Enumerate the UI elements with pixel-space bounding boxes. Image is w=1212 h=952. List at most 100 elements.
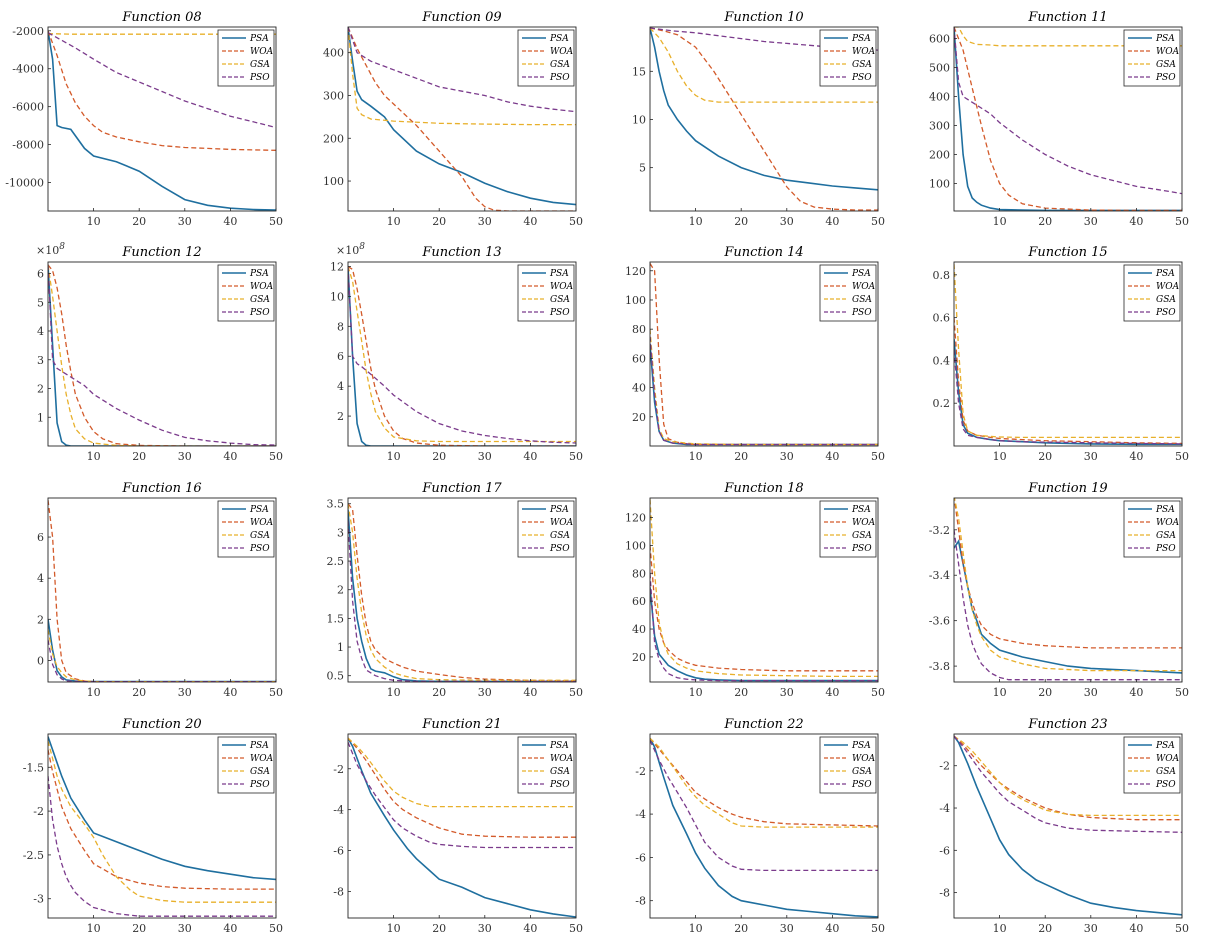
legend-label-psa: PSA xyxy=(549,269,569,279)
legend: PSA WOA GSA PSO xyxy=(1123,500,1181,558)
y-tick-label: 5 xyxy=(37,296,44,309)
x-tick-label: 20 xyxy=(132,215,146,228)
series-line-psa xyxy=(348,266,576,446)
legend-label-psa: PSA xyxy=(1155,269,1175,279)
series-line-woa xyxy=(48,749,276,890)
y-tick-label: -6 xyxy=(939,844,950,857)
legend-label-woa: WOA xyxy=(852,282,876,292)
legend-label-psa: PSA xyxy=(249,269,269,279)
chart-panel: Function 11 10 20 30 40 50 100 200 300 400 500 600 P… xyxy=(929,10,1189,228)
legend: PSA WOA GSA PSO xyxy=(819,736,877,794)
legend-label-psa: PSA xyxy=(549,741,569,751)
x-tick-label: 20 xyxy=(432,922,446,935)
x-tick-label: 20 xyxy=(734,450,748,463)
x-tick-label: 40 xyxy=(825,215,839,228)
y-tick-label: 4 xyxy=(337,380,344,393)
series-line-pso xyxy=(48,639,276,682)
x-tick-label: 10 xyxy=(87,450,101,463)
series-line-gsa xyxy=(954,27,1182,47)
y-tick-label: -2 xyxy=(333,763,344,776)
x-tick-label: 40 xyxy=(523,686,537,699)
x-tick-label: 30 xyxy=(780,215,794,228)
series-line-pso xyxy=(650,573,878,682)
y-tick-label: 40 xyxy=(632,623,646,636)
legend-label-gsa: GSA xyxy=(550,295,570,305)
x-tick-label: 50 xyxy=(871,686,885,699)
series-line-pso xyxy=(348,266,576,444)
x-tick-label: 10 xyxy=(689,922,703,935)
chart-panel: Function 14 10 20 30 40 50 20 40 60 80 100 120 PSA WO… xyxy=(625,245,885,463)
legend-label-pso: PSO xyxy=(851,780,872,790)
y-tick-label: 60 xyxy=(632,352,646,365)
legend-label-woa: WOA xyxy=(550,47,574,57)
legend: PSA WOA GSA PSO xyxy=(819,264,877,322)
y-tick-label: 80 xyxy=(632,323,646,336)
y-tick-label: 0.6 xyxy=(933,312,951,325)
x-tick-label: 20 xyxy=(132,686,146,699)
x-tick-label: 30 xyxy=(178,922,192,935)
y-tick-label: -4000 xyxy=(12,63,44,76)
chart-panel: Function 08 10 20 30 40 50 -10000 -8000 -6000 -40… xyxy=(5,10,283,228)
series-line-woa xyxy=(954,27,1182,211)
y-tick-label: 400 xyxy=(929,91,950,104)
chart-title: Function 11 xyxy=(1027,10,1107,25)
y-tick-label: 1 xyxy=(337,641,344,654)
x-tick-label: 50 xyxy=(871,215,885,228)
x-tick-label: 30 xyxy=(478,922,492,935)
legend-label-woa: WOA xyxy=(1156,47,1180,57)
series-line-psa xyxy=(348,27,576,206)
series-line-woa xyxy=(650,27,878,211)
series-line-woa xyxy=(650,737,878,827)
y-exponent-label: ×108 xyxy=(336,242,365,257)
series-line-woa xyxy=(48,30,276,151)
legend-label-pso: PSO xyxy=(851,73,872,83)
y-tick-label: 12 xyxy=(330,260,344,273)
chart-title: Function 13 xyxy=(421,245,501,260)
x-tick-label: 40 xyxy=(825,922,839,935)
x-tick-label: 20 xyxy=(132,922,146,935)
x-tick-label: 50 xyxy=(269,922,283,935)
x-tick-label: 20 xyxy=(1038,686,1052,699)
y-tick-label: -10000 xyxy=(5,177,44,190)
legend-label-woa: WOA xyxy=(852,47,876,57)
legend-label-pso: PSO xyxy=(1155,544,1176,554)
legend: PSA WOA GSA PSO xyxy=(517,264,575,322)
axes-frame xyxy=(649,261,879,447)
legend-label-pso: PSO xyxy=(249,544,270,554)
legend-label-gsa: GSA xyxy=(1156,295,1176,305)
y-tick-label: 300 xyxy=(323,89,344,102)
y-tick-label: -3.8 xyxy=(929,660,950,673)
legend-label-gsa: GSA xyxy=(250,60,270,70)
series-line-pso xyxy=(348,741,576,849)
x-tick-label: 20 xyxy=(432,686,446,699)
x-tick-label: 30 xyxy=(1084,450,1098,463)
x-tick-label: 40 xyxy=(223,215,237,228)
chart-title: Function 20 xyxy=(121,717,201,732)
x-tick-label: 30 xyxy=(780,686,794,699)
y-tick-label: 1.5 xyxy=(327,612,345,625)
y-tick-label: 3 xyxy=(337,526,344,539)
legend-label-pso: PSO xyxy=(1155,308,1176,318)
series-line-woa xyxy=(650,545,878,672)
x-tick-label: 10 xyxy=(87,686,101,699)
chart-title: Function 09 xyxy=(421,10,501,25)
axes-frame xyxy=(649,733,879,919)
series-line-pso xyxy=(348,520,576,682)
series-line-pso xyxy=(48,264,276,446)
series-line-pso xyxy=(48,776,276,917)
series-line-psa xyxy=(48,264,276,446)
series-line-gsa xyxy=(48,740,276,903)
legend-label-psa: PSA xyxy=(851,269,871,279)
legend-label-psa: PSA xyxy=(1155,505,1175,515)
x-tick-label: 30 xyxy=(478,686,492,699)
series-line-pso xyxy=(954,349,1182,445)
y-tick-label: 2 xyxy=(337,410,344,423)
x-tick-label: 20 xyxy=(734,922,748,935)
x-tick-label: 40 xyxy=(223,450,237,463)
legend-label-woa: WOA xyxy=(1156,518,1180,528)
x-tick-label: 40 xyxy=(523,450,537,463)
series-line-pso xyxy=(650,740,878,872)
legend-label-gsa: GSA xyxy=(250,295,270,305)
legend-label-pso: PSO xyxy=(249,780,270,790)
